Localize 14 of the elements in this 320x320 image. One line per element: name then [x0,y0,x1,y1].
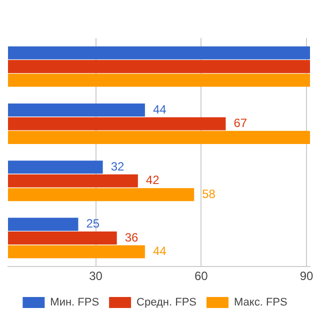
data-label: 32 [110,159,124,174]
data-label: 42 [146,173,160,188]
x-tick-label: 90 [300,269,314,284]
data-label: 44 [152,244,167,258]
data-label: 58 [202,186,216,201]
data-label: 44 [152,102,167,116]
legend-label: Макс. FPS [234,296,288,309]
data-label: 67 [234,116,248,130]
data-label: 36 [124,230,139,244]
legend-label: Средн. FPS [136,296,196,309]
x-tick-label: 30 [89,269,103,284]
data-label: 25 [86,216,100,231]
x-tick-label: 60 [194,269,208,284]
legend-label: Мин. FPS [50,296,100,309]
